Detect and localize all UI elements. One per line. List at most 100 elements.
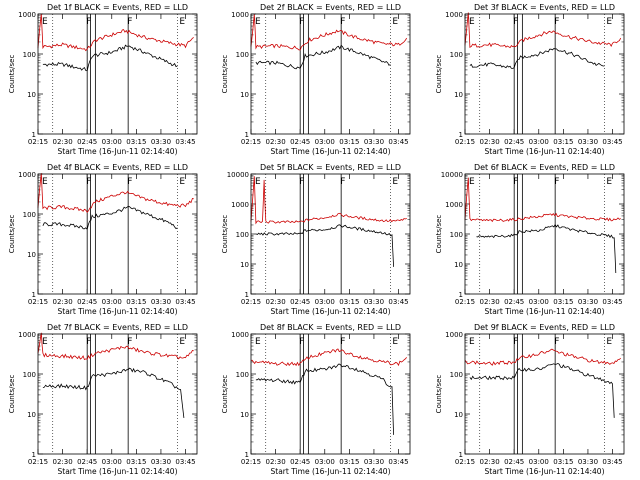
y-tick-label: 10 bbox=[240, 411, 249, 419]
flag-letter: E bbox=[469, 17, 475, 27]
x-tick-label: 03:30 bbox=[364, 458, 384, 466]
flag-letter: F bbox=[299, 17, 304, 27]
x-tick-label: 03:45 bbox=[175, 458, 195, 466]
y-axis-label: Counts/sec bbox=[435, 215, 443, 254]
flag-letter: E bbox=[392, 17, 398, 27]
x-tick-label: 03:30 bbox=[364, 138, 384, 146]
x-axis-label: Start Time (16-Jun-11 02:14:40) bbox=[271, 467, 391, 476]
x-tick-label: 03:15 bbox=[339, 458, 359, 466]
x-tick-label: 02:45 bbox=[77, 138, 97, 146]
x-axis-label: Start Time (16-Jun-11 02:14:40) bbox=[485, 307, 605, 316]
x-tick-label: 03:45 bbox=[388, 138, 408, 146]
x-tick-label: 03:15 bbox=[126, 458, 146, 466]
flag-letter: F bbox=[86, 337, 91, 347]
series-line-lld bbox=[250, 14, 408, 51]
chart-title: Det 9f BLACK = Events, RED = LLD bbox=[474, 323, 615, 332]
flag-letter: E bbox=[392, 337, 398, 347]
x-axis-label: Start Time (16-Jun-11 02:14:40) bbox=[58, 467, 178, 476]
x-tick-label: 02:15 bbox=[241, 138, 261, 146]
x-tick-label: 03:15 bbox=[126, 298, 146, 306]
y-tick-label: 1 bbox=[245, 131, 249, 139]
x-tick-label: 02:30 bbox=[52, 298, 72, 306]
x-tick-label: 02:15 bbox=[28, 298, 48, 306]
x-tick-label: 03:00 bbox=[315, 138, 335, 146]
y-tick-label: 1000 bbox=[231, 11, 249, 19]
x-tick-label: 03:00 bbox=[529, 298, 549, 306]
x-tick-label: 03:00 bbox=[315, 298, 335, 306]
series-line-events bbox=[255, 363, 394, 435]
y-tick-label: 1 bbox=[32, 131, 36, 139]
y-axis-label: Counts/sec bbox=[8, 55, 16, 94]
y-tick-label: 100 bbox=[236, 51, 249, 59]
x-tick-label: 02:30 bbox=[479, 298, 499, 306]
plot-frame bbox=[37, 333, 198, 455]
y-tick-label: 10 bbox=[240, 261, 249, 269]
x-axis-label: Start Time (16-Jun-11 02:14:40) bbox=[271, 147, 391, 156]
flag-letter: F bbox=[340, 177, 345, 187]
x-axis-label: Start Time (16-Jun-11 02:14:40) bbox=[485, 467, 605, 476]
x-tick-label: 02:45 bbox=[290, 298, 310, 306]
series-line-events bbox=[476, 223, 617, 274]
flag-letter: E bbox=[179, 337, 185, 347]
x-tick-label: 03:15 bbox=[339, 298, 359, 306]
chart-panel-4: Det 4f BLACK = Events, RED = LLD Start Ti… bbox=[8, 163, 198, 316]
x-tick-label: 02:30 bbox=[265, 298, 285, 306]
flag-letter: E bbox=[606, 177, 612, 187]
series-line-events bbox=[255, 224, 394, 267]
series-line-events bbox=[469, 362, 615, 418]
x-tick-label: 02:30 bbox=[265, 458, 285, 466]
x-tick-label: 03:00 bbox=[102, 298, 122, 306]
flag-letter: E bbox=[179, 17, 185, 27]
x-tick-label: 03:00 bbox=[529, 458, 549, 466]
flag-letter: E bbox=[42, 177, 48, 187]
y-tick-label: 100 bbox=[450, 371, 463, 379]
flag-letter: E bbox=[392, 177, 398, 187]
x-tick-label: 02:15 bbox=[28, 458, 48, 466]
y-tick-label: 1 bbox=[32, 451, 36, 459]
x-tick-label: 03:15 bbox=[126, 138, 146, 146]
y-tick-label: 1000 bbox=[18, 11, 36, 19]
x-tick-label: 03:00 bbox=[102, 458, 122, 466]
x-tick-label: 03:30 bbox=[151, 458, 171, 466]
x-tick-label: 03:15 bbox=[339, 138, 359, 146]
y-tick-label: 10 bbox=[27, 91, 36, 99]
flag-letter: E bbox=[606, 337, 612, 347]
y-tick-label: 10 bbox=[454, 91, 463, 99]
x-tick-label: 03:00 bbox=[529, 138, 549, 146]
x-tick-label: 03:15 bbox=[553, 458, 573, 466]
y-tick-label: 100 bbox=[23, 211, 36, 219]
x-tick-label: 03:30 bbox=[151, 138, 171, 146]
chart-panel-6: Det 6f BLACK = Events, RED = LLD Start Ti… bbox=[435, 163, 625, 316]
plot-frame bbox=[250, 173, 411, 295]
chart-panel-1: Det 1f BLACK = Events, RED = LLD Start Ti… bbox=[8, 3, 198, 156]
y-tick-label: 10 bbox=[27, 251, 36, 259]
x-axis-label: Start Time (16-Jun-11 02:14:40) bbox=[58, 147, 178, 156]
flag-letter: F bbox=[127, 17, 132, 27]
y-tick-label: 1000 bbox=[18, 171, 36, 179]
chart-title: Det 8f BLACK = Events, RED = LLD bbox=[260, 323, 401, 332]
flag-letter: E bbox=[255, 337, 261, 347]
x-tick-label: 02:45 bbox=[77, 458, 97, 466]
flag-letter: F bbox=[554, 337, 559, 347]
y-tick-label: 10 bbox=[454, 411, 463, 419]
x-tick-label: 03:15 bbox=[553, 138, 573, 146]
x-tick-label: 02:45 bbox=[504, 138, 524, 146]
x-tick-label: 02:45 bbox=[504, 298, 524, 306]
flag-letter: F bbox=[554, 17, 559, 27]
x-tick-label: 02:30 bbox=[265, 138, 285, 146]
x-tick-label: 02:15 bbox=[455, 298, 475, 306]
chart-title: Det 1f BLACK = Events, RED = LLD bbox=[47, 3, 188, 12]
flag-letter: E bbox=[469, 337, 475, 347]
y-tick-label: 1000 bbox=[445, 201, 463, 209]
y-axis-label: Counts/sec bbox=[435, 55, 443, 94]
series-line-lld bbox=[251, 348, 407, 367]
series-line-lld bbox=[464, 177, 621, 223]
x-tick-label: 03:45 bbox=[388, 458, 408, 466]
chart-title: Det 6f BLACK = Events, RED = LLD bbox=[474, 163, 615, 172]
chart-panel-9: Det 9f BLACK = Events, RED = LLD Start Ti… bbox=[435, 323, 625, 476]
y-tick-label: 100 bbox=[236, 231, 249, 239]
chart-title: Det 3f BLACK = Events, RED = LLD bbox=[474, 3, 615, 12]
chart-title: Det 4f BLACK = Events, RED = LLD bbox=[47, 163, 188, 172]
plot-frame bbox=[250, 333, 411, 455]
x-tick-label: 02:45 bbox=[290, 458, 310, 466]
